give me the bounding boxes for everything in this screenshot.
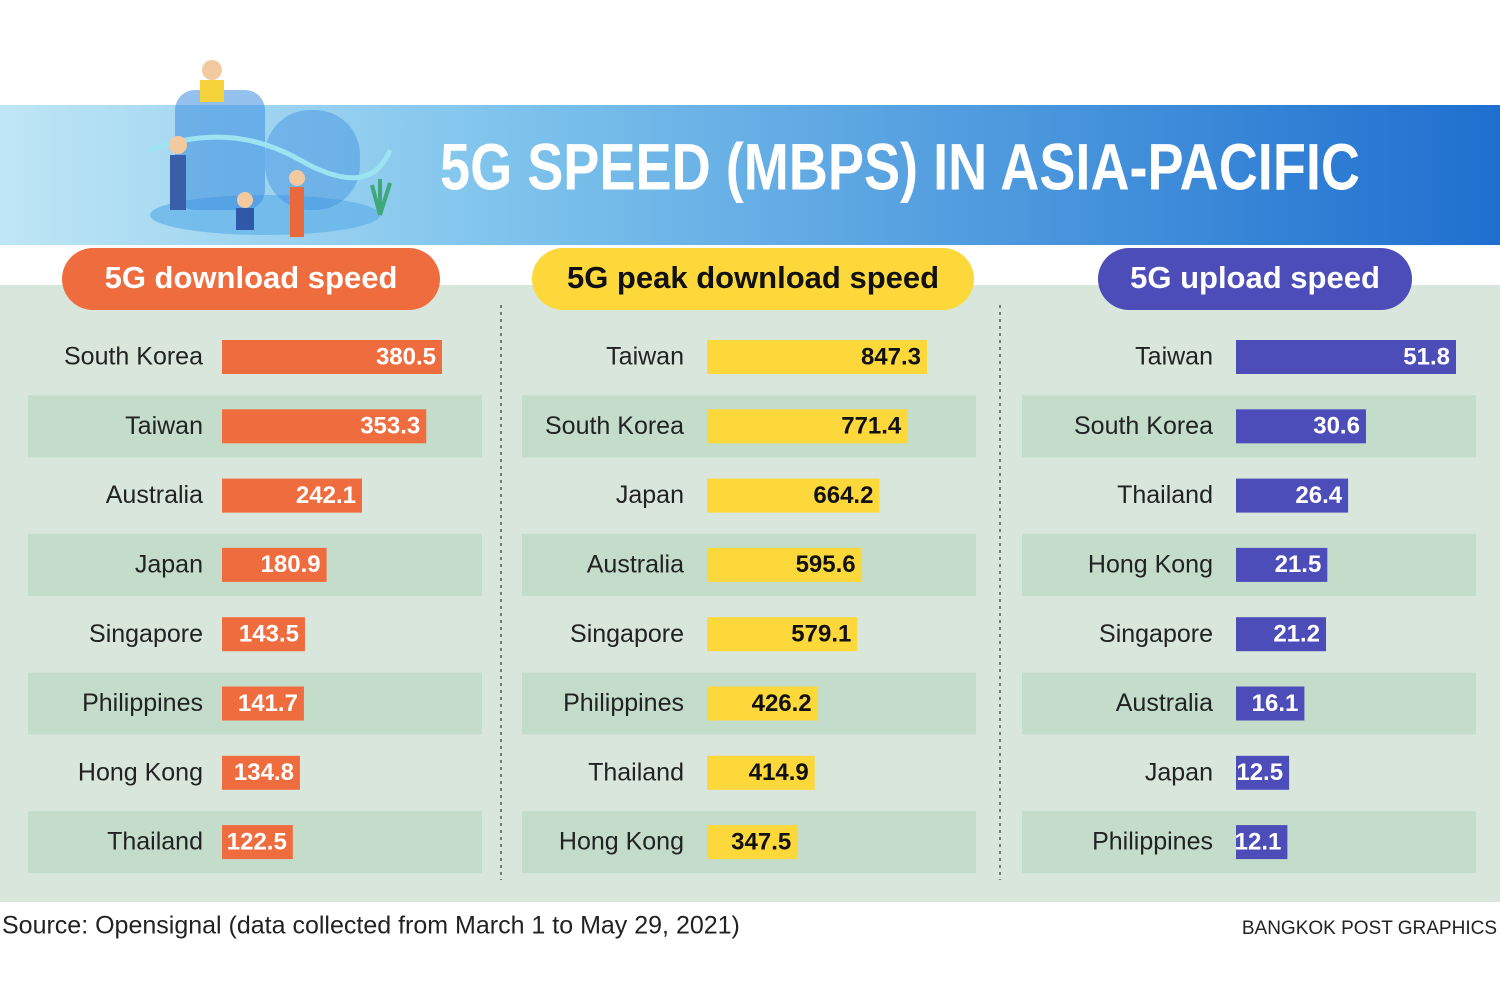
bar: [1236, 686, 1305, 721]
category-label: South Korea: [1074, 412, 1213, 440]
value-label: 595.6: [796, 551, 856, 578]
bar: [1236, 409, 1366, 444]
category-label: Japan: [135, 551, 203, 579]
bar: [222, 686, 304, 721]
source: Source: Opensignal (data collected from …: [2, 912, 740, 940]
value-label: 12.1: [1235, 828, 1282, 855]
category-label: Australia: [1116, 689, 1213, 717]
value-label: 414.9: [749, 759, 809, 786]
value-label: 30.6: [1313, 413, 1360, 440]
value-label: 347.5: [731, 828, 791, 855]
value-label: 771.4: [841, 413, 902, 440]
bar: [1236, 340, 1456, 374]
bar: [707, 617, 858, 652]
category-label: Thailand: [1117, 481, 1213, 509]
chart-title-pill: [62, 248, 440, 310]
bar: [1236, 547, 1328, 582]
bar: [1236, 617, 1327, 652]
value-label: 353.3: [360, 413, 420, 440]
value-label: 141.7: [238, 690, 298, 717]
credit: BANGKOK POST GRAPHICS: [1242, 918, 1497, 939]
category-label: Taiwan: [606, 343, 684, 371]
bar: [707, 340, 927, 374]
value-label: 51.8: [1403, 343, 1450, 370]
value-label: 21.5: [1275, 551, 1322, 578]
category-label: Philippines: [1092, 828, 1213, 856]
category-label: Hong Kong: [559, 828, 684, 856]
category-label: Thailand: [588, 758, 684, 786]
bar: [222, 547, 327, 582]
category-label: Thailand: [107, 828, 203, 856]
value-label: 664.2: [813, 482, 873, 509]
value-label: 26.4: [1295, 482, 1342, 509]
value-label: 847.3: [861, 343, 921, 370]
bar: [1236, 478, 1349, 513]
value-label: 242.1: [296, 482, 356, 509]
value-label: 16.1: [1252, 690, 1299, 717]
category-label: South Korea: [64, 343, 203, 371]
category-label: Japan: [1145, 758, 1213, 786]
category-label: Australia: [587, 551, 684, 579]
bar: [222, 409, 427, 444]
bar: [707, 409, 908, 444]
bar: [222, 478, 362, 513]
value-label: 180.9: [261, 551, 321, 578]
category-label: Australia: [106, 481, 203, 509]
category-label: Singapore: [570, 620, 684, 648]
chart-title: 5G peak download speed: [567, 260, 939, 295]
bar: [222, 825, 293, 860]
category-label: Taiwan: [125, 412, 203, 440]
category-label: Philippines: [563, 689, 684, 717]
bar: [1236, 755, 1290, 790]
category-label: Hong Kong: [1088, 551, 1213, 579]
chart-title-pill: [1098, 248, 1412, 310]
category-label: Singapore: [1099, 620, 1213, 648]
bar: [707, 547, 862, 582]
value-label: 21.2: [1273, 621, 1320, 648]
value-label: 143.5: [239, 621, 299, 648]
bar: [222, 340, 442, 374]
category-label: Japan: [616, 481, 684, 509]
value-label: 122.5: [227, 828, 287, 855]
value-label: 426.2: [752, 690, 812, 717]
chart-title: 5G upload speed: [1130, 260, 1380, 295]
value-label: 579.1: [791, 621, 851, 648]
bar: [1236, 825, 1288, 860]
bar: [707, 686, 818, 721]
value-label: 380.5: [376, 343, 436, 370]
category-label: Taiwan: [1135, 343, 1213, 371]
bar: [707, 478, 880, 513]
category-label: South Korea: [545, 412, 684, 440]
title: 5G SPEED (MBPS) IN ASIA-PACIFIC: [440, 129, 1360, 203]
value-label: 134.8: [234, 759, 294, 786]
chart-title-pill: [532, 248, 974, 310]
illustration: [149, 60, 393, 237]
chart-title: 5G download speed: [105, 260, 398, 295]
value-label: 12.5: [1236, 759, 1283, 786]
category-label: Philippines: [82, 689, 203, 717]
bar: [222, 617, 305, 652]
bar: [707, 825, 798, 860]
bar: [222, 755, 300, 790]
category-label: Singapore: [89, 620, 203, 648]
bar: [707, 755, 815, 790]
category-label: Hong Kong: [78, 758, 203, 786]
